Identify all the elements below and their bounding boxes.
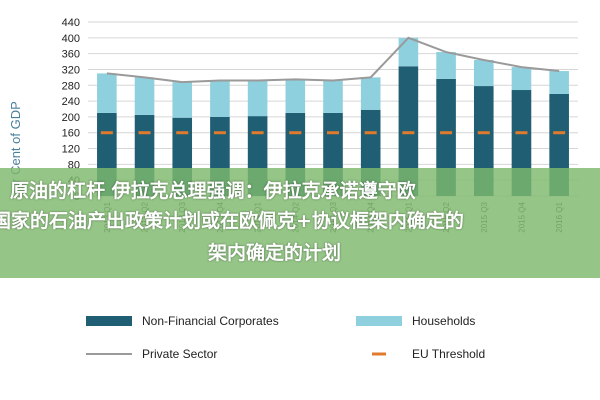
legend: Non-Financial Corporates Households Privat… [86, 314, 485, 361]
bar-households [210, 80, 230, 117]
legend-swatch [356, 316, 402, 326]
bar-households [398, 37, 419, 67]
legend-label: Private Sector [142, 347, 217, 361]
bar-households [360, 77, 381, 110]
bar-households [172, 82, 193, 118]
legend-label: Households [412, 314, 475, 328]
y-tick-label: 240 [62, 96, 80, 108]
bar-households [97, 73, 117, 113]
y-tick-label: 440 [62, 17, 80, 29]
bar-households [511, 67, 532, 91]
bar-households [549, 71, 569, 94]
line-private-sector [106, 36, 560, 84]
y-tick-label: 400 [62, 33, 80, 45]
legend-label: EU Threshold [412, 347, 485, 361]
y-tick-label: 120 [62, 144, 80, 156]
bar-households [436, 52, 456, 79]
bar-households [473, 59, 494, 87]
bar-households [285, 79, 306, 113]
y-tick-label: 200 [62, 112, 80, 124]
bar-non-financial-corporates [398, 66, 419, 196]
y-tick-label: 360 [62, 49, 80, 61]
legend-label: Non-Financial Corporates [142, 314, 279, 328]
bar-non-financial-corporates [436, 78, 456, 196]
caption-banner: 原油的杠杆 伊拉克总理强调：伊拉克承诺遵守欧 国家的石油产出政策计划或在欧佩克+… [0, 168, 600, 278]
y-tick-label: 160 [62, 128, 80, 140]
y-tick-label: 320 [62, 64, 80, 76]
bar-households [247, 80, 268, 117]
bar-households [323, 80, 343, 113]
caption-line-2: 国家的石油产出政策计划或在欧佩克+协议框架内确定的 [0, 210, 464, 232]
caption-line-3: 架内确定的计划 [208, 242, 342, 264]
series-lines [100, 36, 566, 135]
legend-swatch [86, 316, 132, 326]
y-tick-label: 280 [62, 80, 80, 92]
bar-households [134, 77, 155, 115]
caption-line-1: 原油的杠杆 伊拉克总理强调：伊拉克承诺遵守欧 [10, 180, 416, 202]
